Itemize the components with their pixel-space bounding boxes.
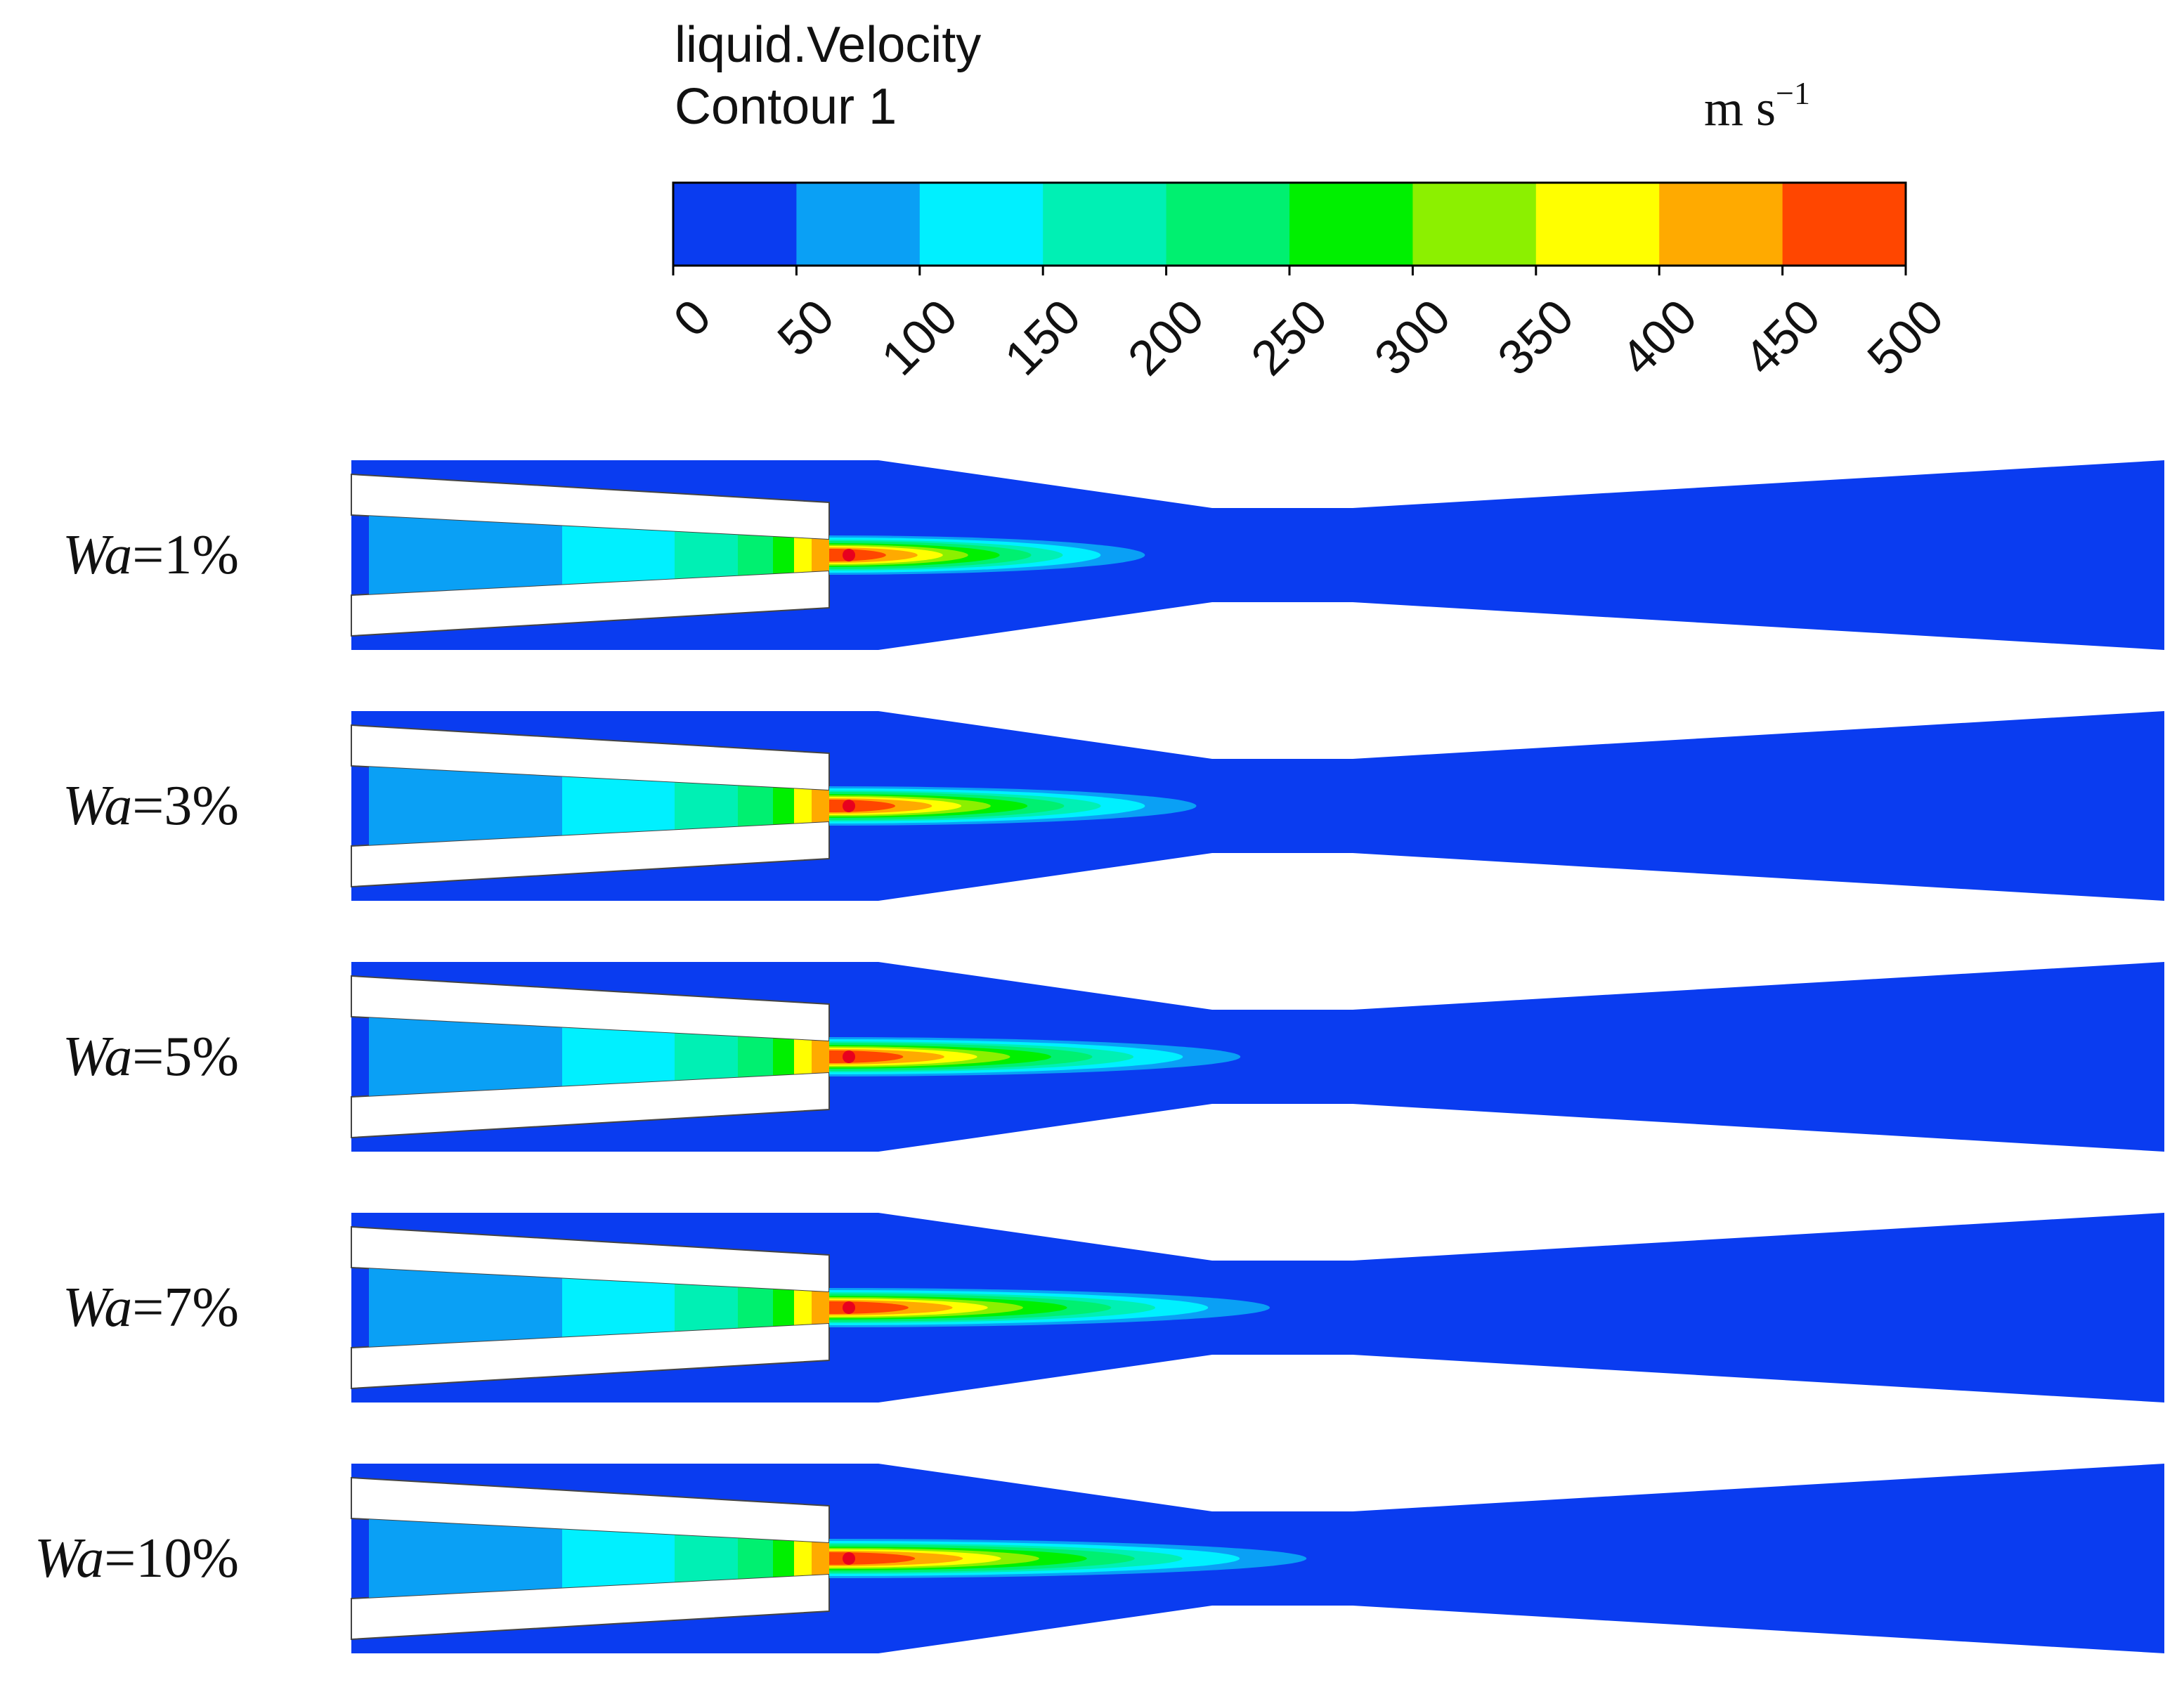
colorbar-segment: [1659, 183, 1783, 266]
nozzle-flow-band: [369, 1519, 562, 1598]
nozzle-flow-band: [812, 538, 829, 572]
nozzle-flow-band: [773, 787, 794, 825]
colorbar-tick-label: 200: [1117, 289, 1214, 386]
jet-core: [843, 800, 855, 812]
nozzle-flow-band: [794, 1290, 812, 1325]
jet-core: [843, 1301, 855, 1314]
row-label-variable: Wa: [63, 1026, 132, 1088]
nozzle-flow-band: [794, 788, 812, 824]
figure-header: liquid.Velocity Contour 1 m s−1: [675, 17, 1810, 136]
nozzle-flow-band: [675, 1284, 738, 1332]
colorbar-segment: [1289, 183, 1413, 266]
contour-subtitle: Contour 1: [675, 79, 897, 135]
nozzle-flow-band: [369, 1017, 562, 1096]
jet-core: [843, 1050, 855, 1063]
nozzle-flow-band: [773, 1289, 794, 1327]
row-label-variable: Wa: [34, 1528, 104, 1589]
nozzle-flow-band: [812, 789, 829, 823]
nozzle-flow-band: [794, 538, 812, 573]
colorbar-tick-label: 350: [1487, 289, 1584, 386]
contour-row: Wa=1%: [63, 460, 2164, 650]
nozzle-flow-band: [675, 1535, 738, 1582]
nozzle-flow-band: [369, 1268, 562, 1347]
row-label-value: =5%: [132, 1026, 239, 1088]
nozzle-flow-band: [738, 1538, 773, 1579]
colorbar-tick-label: 100: [871, 289, 968, 386]
colorbar-segment: [1043, 183, 1167, 266]
nozzle-flow-band: [812, 1291, 829, 1325]
nozzle-flow-band: [773, 1038, 794, 1076]
colorbar-segment: [1535, 183, 1660, 266]
colorbar-tick-label: 150: [994, 289, 1091, 386]
nozzle-flow-band: [369, 516, 562, 594]
row-label-value: =1%: [132, 524, 239, 586]
nozzle-flow-band: [562, 776, 675, 835]
unit-text: m s: [1704, 80, 1776, 136]
row-label: Wa=10%: [34, 1528, 239, 1589]
colorbar-segment: [919, 183, 1044, 266]
nozzle-flow-band: [738, 786, 773, 826]
row-label: Wa=5%: [63, 1026, 239, 1088]
nozzle-flow-band: [562, 526, 675, 585]
jet-core: [843, 549, 855, 561]
nozzle-flow-band: [675, 782, 738, 830]
colorbar-segment: [1166, 183, 1290, 266]
colorbar-tick-label: 300: [1364, 289, 1461, 386]
nozzle-flow-band: [773, 1540, 794, 1577]
colorbar-tick-label: 450: [1734, 289, 1831, 386]
colorbar-tick-label: 50: [767, 289, 844, 366]
nozzle-flow-band: [773, 536, 794, 574]
row-label-value: =7%: [132, 1277, 239, 1339]
colorbar-segment: [673, 183, 797, 266]
nozzle-flow-band: [794, 1541, 812, 1576]
nozzle-flow-band: [562, 1529, 675, 1588]
nozzle-flow-band: [675, 1033, 738, 1081]
jet-core: [843, 1552, 855, 1565]
nozzle-flow-band: [369, 767, 562, 845]
contour-row: Wa=3%: [63, 711, 2164, 901]
nozzle-flow-band: [562, 1027, 675, 1086]
row-label: Wa=7%: [63, 1277, 239, 1339]
nozzle-flow-band: [738, 1287, 773, 1328]
contour-row: Wa=5%: [63, 962, 2164, 1152]
unit-label: m s−1: [1704, 75, 1810, 136]
row-label-variable: Wa: [63, 775, 132, 837]
row-label-variable: Wa: [63, 1277, 132, 1339]
colorbar-tick-label: 0: [663, 289, 722, 347]
colorbar-tick-label: 400: [1611, 289, 1708, 386]
colorbar-segment: [1782, 183, 1906, 266]
colorbar-segment: [1412, 183, 1537, 266]
contour-rows: Wa=1%Wa=3%Wa=5%Wa=7%Wa=10%: [34, 460, 2164, 1653]
colorbar: 0 50 100 150 200 250 300 350 400 450 500: [663, 181, 1954, 386]
nozzle-flow-band: [812, 1542, 829, 1575]
row-label-value: =3%: [132, 775, 239, 837]
contour-title: liquid.Velocity: [675, 17, 981, 73]
row-label: Wa=1%: [63, 524, 239, 586]
nozzle-flow-band: [738, 535, 773, 575]
nozzle-flow-band: [794, 1039, 812, 1074]
colorbar-tick-label: 500: [1857, 289, 1954, 386]
contour-row: Wa=10%: [34, 1464, 2164, 1653]
nozzle-flow-band: [738, 1036, 773, 1077]
contour-row: Wa=7%: [63, 1213, 2164, 1403]
nozzle-flow-band: [562, 1278, 675, 1337]
row-label-value: =10%: [104, 1528, 239, 1589]
colorbar-tick-label: 250: [1241, 289, 1338, 386]
unit-exponent: −1: [1776, 75, 1810, 111]
nozzle-flow-band: [812, 1040, 829, 1074]
row-label: Wa=3%: [63, 775, 239, 837]
colorbar-segment: [796, 183, 921, 266]
row-label-variable: Wa: [63, 524, 132, 586]
nozzle-flow-band: [675, 531, 738, 579]
